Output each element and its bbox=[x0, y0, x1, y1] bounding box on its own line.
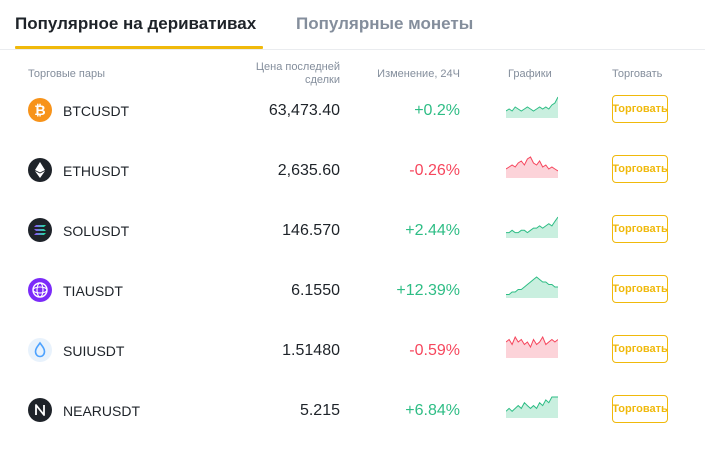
sparkline-chart bbox=[506, 396, 558, 418]
sparkline-line bbox=[506, 276, 558, 295]
sparkline-area bbox=[506, 217, 558, 238]
near-icon bbox=[28, 398, 52, 422]
pair-symbol[interactable]: SUIUSDT bbox=[63, 343, 125, 359]
tab-bar: Популярное на деривативах Популярные мон… bbox=[0, 0, 705, 50]
change-24h: +12.39% bbox=[396, 282, 460, 299]
sparkline-chart bbox=[506, 336, 558, 358]
column-header-price-line1: Цена последней bbox=[255, 61, 340, 73]
sparkline-area bbox=[506, 97, 558, 118]
tab-derivatives[interactable]: Популярное на деривативах bbox=[15, 14, 257, 33]
pair-symbol[interactable]: NEARUSDT bbox=[63, 403, 141, 419]
table-row[interactable]: SUIUSDT 1.51480 -0.59% Торговать bbox=[0, 330, 705, 390]
table-row[interactable]: NEARUSDT 5.215 +6.84% Торговать bbox=[0, 390, 705, 450]
table-row[interactable]: ETHUSDT 2,635.60 -0.26% Торговать bbox=[0, 150, 705, 210]
column-header-chart: Графики bbox=[508, 68, 552, 80]
active-tab-indicator bbox=[15, 46, 263, 49]
sparkline-chart bbox=[506, 276, 558, 298]
column-header-pair: Торговые пары bbox=[28, 68, 106, 80]
sparkline-chart bbox=[506, 96, 558, 118]
change-24h: +6.84% bbox=[405, 402, 460, 419]
tab-popular-coins[interactable]: Популярные монеты bbox=[296, 14, 474, 33]
sparkline-chart bbox=[506, 156, 558, 178]
column-header-change: Изменение, 24Ч bbox=[377, 68, 460, 80]
bitcoin-icon: ₿ bbox=[28, 98, 52, 122]
last-price: 146.570 bbox=[282, 222, 340, 239]
last-price: 6.1550 bbox=[291, 282, 340, 299]
sparkline-area bbox=[506, 157, 558, 178]
sparkline-area bbox=[506, 337, 558, 358]
sui-icon bbox=[28, 338, 52, 362]
trade-button[interactable]: Торговать bbox=[612, 335, 668, 363]
solana-icon bbox=[28, 218, 52, 242]
table-row[interactable]: ₿ BTCUSDT 63,473.40 +0.2% Торговать bbox=[0, 90, 705, 150]
sparkline-line bbox=[506, 216, 558, 234]
last-price: 63,473.40 bbox=[268, 102, 340, 119]
sparkline-line bbox=[506, 336, 558, 349]
change-24h: -0.59% bbox=[409, 342, 460, 359]
trade-button[interactable]: Торговать bbox=[612, 275, 668, 303]
column-header-price: Цена последней сделки bbox=[230, 61, 340, 87]
pair-symbol[interactable]: SOLUSDT bbox=[63, 223, 130, 239]
change-24h: -0.26% bbox=[409, 162, 460, 179]
svg-text:₿: ₿ bbox=[34, 103, 45, 119]
sparkline-line bbox=[506, 396, 558, 412]
celestia-icon bbox=[28, 278, 52, 302]
pair-symbol[interactable]: BTCUSDT bbox=[63, 103, 130, 119]
column-header-trade: Торговать bbox=[612, 68, 663, 80]
table-row[interactable]: SOLUSDT 146.570 +2.44% Торговать bbox=[0, 210, 705, 270]
sparkline-line bbox=[506, 156, 558, 172]
pair-symbol[interactable]: TIAUSDT bbox=[63, 283, 123, 299]
sparkline-line bbox=[506, 96, 558, 112]
last-price: 5.215 bbox=[299, 402, 340, 419]
sparkline-chart bbox=[506, 216, 558, 238]
pair-symbol[interactable]: ETHUSDT bbox=[63, 163, 130, 179]
ethereum-icon bbox=[28, 158, 52, 182]
change-24h: +2.44% bbox=[405, 222, 460, 239]
trade-button[interactable]: Торговать bbox=[612, 395, 668, 423]
trade-button[interactable]: Торговать bbox=[612, 215, 668, 243]
last-price: 1.51480 bbox=[282, 342, 340, 359]
column-header-price-line2: сделки bbox=[304, 74, 340, 86]
change-24h: +0.2% bbox=[414, 102, 460, 119]
trade-button[interactable]: Торговать bbox=[612, 155, 668, 183]
table-row[interactable]: TIAUSDT 6.1550 +12.39% Торговать bbox=[0, 270, 705, 330]
last-price: 2,635.60 bbox=[277, 162, 340, 179]
trade-button[interactable]: Торговать bbox=[612, 95, 668, 123]
